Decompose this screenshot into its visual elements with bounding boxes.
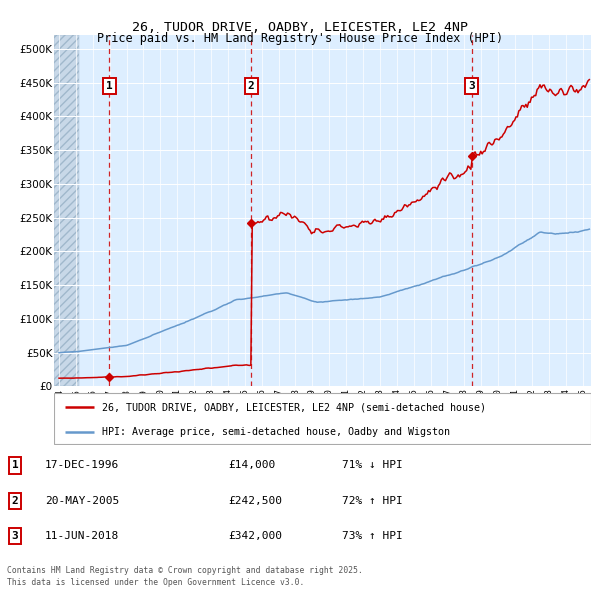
Text: Contains HM Land Registry data © Crown copyright and database right 2025.: Contains HM Land Registry data © Crown c… [7,566,363,575]
Text: 1: 1 [11,460,19,470]
Text: 1: 1 [106,81,112,91]
Text: 2: 2 [248,81,254,91]
Text: 20-MAY-2005: 20-MAY-2005 [45,496,119,506]
Text: HPI: Average price, semi-detached house, Oadby and Wigston: HPI: Average price, semi-detached house,… [103,427,451,437]
Text: £342,000: £342,000 [228,531,282,541]
Text: £242,500: £242,500 [228,496,282,506]
Text: 26, TUDOR DRIVE, OADBY, LEICESTER, LE2 4NP (semi-detached house): 26, TUDOR DRIVE, OADBY, LEICESTER, LE2 4… [103,402,487,412]
Text: 11-JUN-2018: 11-JUN-2018 [45,531,119,541]
Text: Price paid vs. HM Land Registry's House Price Index (HPI): Price paid vs. HM Land Registry's House … [97,32,503,45]
Text: 2: 2 [11,496,19,506]
Text: 71% ↓ HPI: 71% ↓ HPI [342,460,403,470]
Text: This data is licensed under the Open Government Licence v3.0.: This data is licensed under the Open Gov… [7,578,305,588]
Text: £14,000: £14,000 [228,460,275,470]
Text: 3: 3 [11,531,19,541]
Text: 72% ↑ HPI: 72% ↑ HPI [342,496,403,506]
Text: 26, TUDOR DRIVE, OADBY, LEICESTER, LE2 4NP: 26, TUDOR DRIVE, OADBY, LEICESTER, LE2 4… [132,21,468,34]
Text: 17-DEC-1996: 17-DEC-1996 [45,460,119,470]
Text: 3: 3 [469,81,475,91]
FancyBboxPatch shape [54,394,591,444]
Text: 73% ↑ HPI: 73% ↑ HPI [342,531,403,541]
